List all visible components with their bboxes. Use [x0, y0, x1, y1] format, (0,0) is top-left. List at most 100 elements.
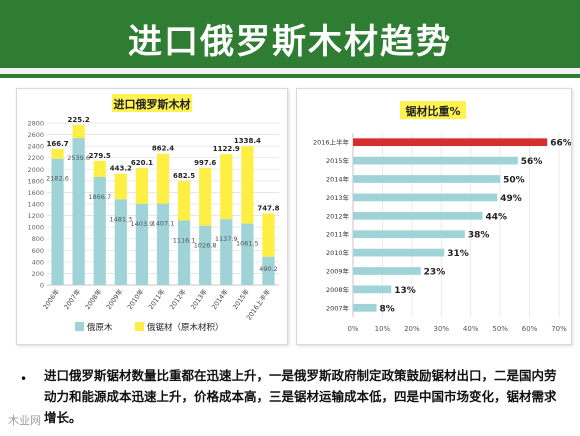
- x-tick-label: 2012年: [167, 287, 188, 311]
- x-tick-label: 40%: [463, 325, 479, 333]
- y-tick-label: 2008年: [326, 285, 350, 294]
- bar-segment-log: [93, 176, 106, 285]
- chart-title-highlight: [400, 101, 466, 119]
- y-tick-label: 2600: [27, 131, 44, 139]
- russian-timber-import-chart-panel: 进口俄罗斯木材 0 200 400 600 800 1000 1200 1400 1600 1800…: [16, 88, 288, 345]
- x-tick-label: 50%: [492, 325, 508, 333]
- y-tick-label: 200: [32, 270, 44, 278]
- data-label-sawn: 862.4: [152, 145, 174, 153]
- legend-swatch-sawn: [135, 322, 144, 331]
- bar-segment-log: [156, 203, 170, 285]
- share-bar: [353, 285, 392, 294]
- data-label: 49%: [500, 194, 522, 204]
- chart-title: 锯材比重%: [405, 104, 460, 118]
- data-label-log: 490.2: [259, 265, 278, 273]
- share-bar: [353, 138, 548, 147]
- bar-segment-log: [262, 256, 275, 285]
- data-label: 13%: [394, 286, 416, 296]
- bar-segment-sawn: [114, 173, 127, 200]
- bar-segment-log: [135, 203, 149, 285]
- footer-note: 进口俄罗斯锯材数量比重都在迅速上升，一是俄罗斯政府制定政策鼓励锯材出口，二是国内…: [44, 368, 557, 425]
- data-label-log: 1403.9: [131, 220, 154, 228]
- legend-swatch-log: [75, 322, 84, 331]
- footer-bullet: •: [20, 372, 28, 386]
- y-tick-label: 400: [32, 258, 44, 266]
- y-tick-label: 2009年: [326, 267, 350, 276]
- data-label-log: 2539.6: [67, 154, 90, 162]
- y-tick-label: 2015年: [326, 156, 350, 165]
- data-label-sawn: 225.2: [68, 116, 90, 124]
- data-label-log: 2182.6: [46, 175, 69, 183]
- bar-segment-sawn: [93, 160, 106, 177]
- y-tick-label: 800: [32, 235, 44, 243]
- share-bar: [353, 156, 518, 165]
- x-tick-label: 2014年: [209, 287, 230, 311]
- bar-segment-sawn: [135, 167, 149, 204]
- legend-label-log: 俄原木: [87, 322, 113, 333]
- bar-segment-sawn: [177, 180, 191, 221]
- bar-segment-sawn: [262, 213, 275, 257]
- data-label-log: 1137.9: [215, 235, 238, 243]
- data-label: 31%: [447, 249, 469, 259]
- data-label: 66%: [550, 139, 571, 149]
- bar-segment-sawn: [51, 149, 64, 159]
- x-tick-label: 2015年: [230, 287, 251, 311]
- chart-title-highlight: [112, 94, 192, 112]
- bar-segment-log: [51, 158, 64, 285]
- y-tick-label: 2011年: [326, 230, 350, 239]
- y-tick-label: 2007年: [326, 303, 350, 312]
- data-label-sawn: 682.5: [173, 172, 195, 180]
- data-label-sawn: 997.6: [194, 159, 216, 167]
- data-label-sawn: 443.2: [110, 165, 132, 173]
- bar-segment-log: [220, 219, 233, 285]
- data-label-sawn: 747.8: [257, 204, 279, 212]
- y-tick-label: 2013年: [326, 193, 350, 202]
- data-label-sawn: 620.1: [131, 159, 153, 167]
- data-label-log: 1866.7: [88, 193, 111, 201]
- bar-segment-sawn: [156, 153, 170, 204]
- share-bar: [353, 193, 498, 202]
- bar-segment-sawn: [220, 154, 233, 220]
- share-bar: [353, 230, 465, 239]
- data-label: 8%: [380, 304, 395, 314]
- x-tick-label: 2011年: [146, 287, 167, 311]
- y-tick-label: 1200: [27, 212, 44, 220]
- data-label-sawn: 279.5: [89, 152, 111, 160]
- bar-segment-log: [241, 223, 254, 285]
- x-tick-label: 2007年: [62, 287, 83, 311]
- bar-segment-log: [114, 199, 127, 285]
- watermark: 木业网: [8, 414, 41, 427]
- data-label-log: 1116.1: [173, 236, 196, 244]
- russian-timber-import-chart: 进口俄罗斯木材 0 200 400 600 800 1000 1200 1400 1600 1800…: [27, 94, 280, 333]
- y-tick-label: 600: [32, 247, 44, 255]
- y-tick-label: 2014年: [326, 175, 350, 184]
- y-tick-label: 2200: [27, 154, 44, 162]
- x-tick-label: 60%: [522, 325, 538, 333]
- y-tick-label: 2012年: [326, 211, 350, 220]
- x-tick-label: 2013年: [188, 287, 209, 311]
- x-tick-label: 20%: [404, 325, 420, 333]
- x-tick-label: 2008年: [83, 287, 104, 311]
- x-tick-label: 0%: [347, 325, 358, 333]
- data-label-log: 1026.8: [194, 242, 217, 250]
- data-label: 50%: [503, 176, 525, 186]
- y-tick-label: 2000: [27, 166, 44, 174]
- data-label: 56%: [521, 157, 543, 167]
- x-tick-label: 2009年: [104, 287, 125, 311]
- banner-divider: [0, 68, 580, 74]
- share-bar: [353, 248, 445, 257]
- data-label-log: 1481.3: [109, 215, 132, 223]
- y-tick-label: 0: [40, 282, 44, 290]
- share-bar: [353, 211, 483, 220]
- bar-segment-sawn: [72, 125, 85, 139]
- x-tick-label: 2010年: [125, 287, 146, 311]
- x-tick-label: 2006年: [41, 287, 62, 311]
- title-banner: 进口俄罗斯木材趋势: [0, 0, 580, 78]
- y-tick-label: 1400: [27, 201, 44, 209]
- share-bar: [353, 175, 501, 183]
- x-tick-label: 30%: [434, 325, 450, 333]
- data-label-log: 1407.1: [152, 220, 175, 228]
- page-title: 进口俄罗斯木材趋势: [128, 22, 452, 62]
- sawn-timber-share-chart-panel: 锯材比重% 0% 10% 20% 30% 40% 50% 60% 70% 2016上半年 66% 20…: [296, 88, 572, 345]
- y-tick-label: 1600: [27, 189, 44, 197]
